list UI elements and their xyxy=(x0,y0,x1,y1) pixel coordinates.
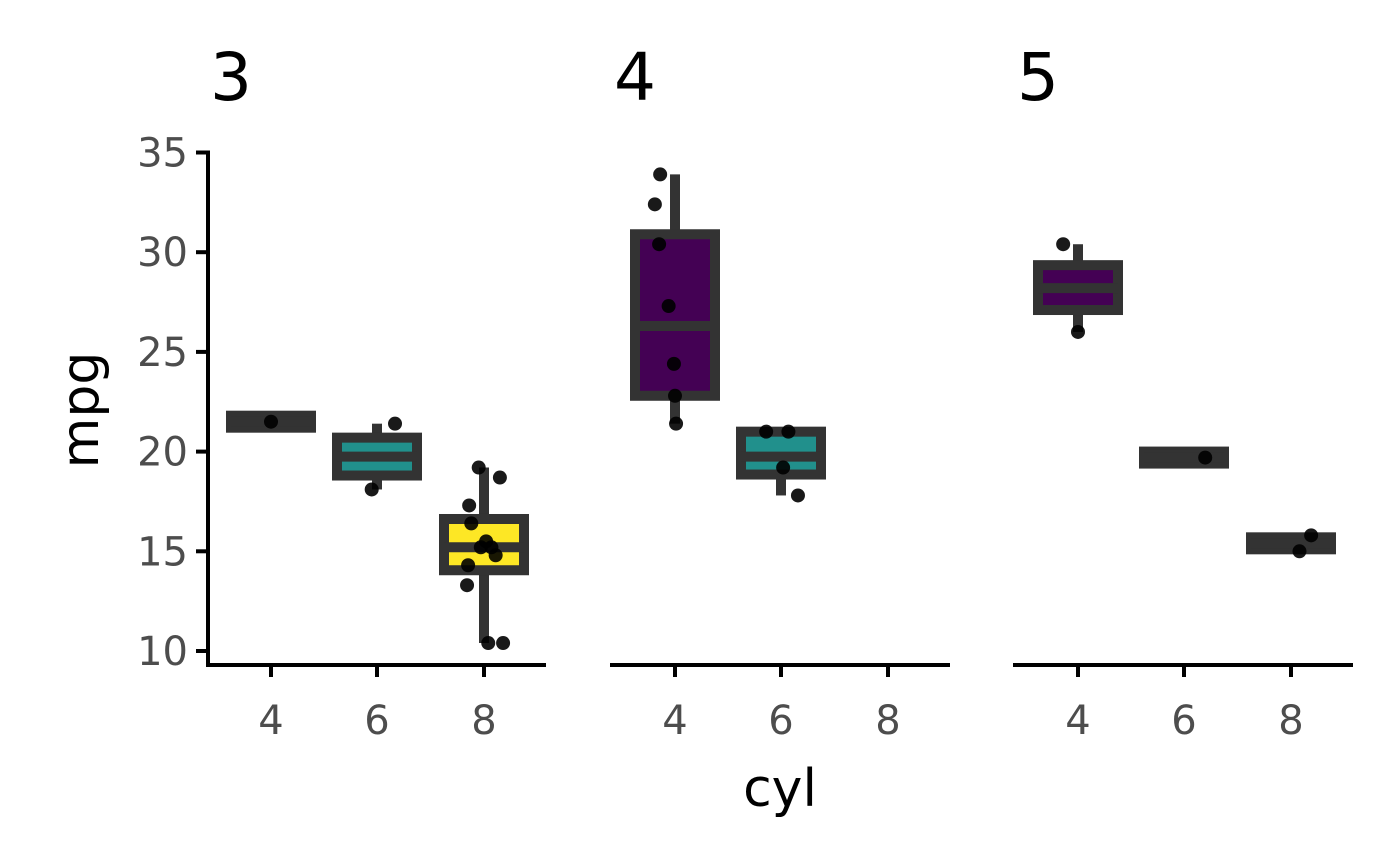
data-point xyxy=(652,237,667,252)
facet-label: 4 xyxy=(614,39,656,116)
data-point xyxy=(669,416,684,431)
data-point xyxy=(790,488,805,503)
x-tick-label: 4 xyxy=(258,698,283,744)
data-point xyxy=(666,356,681,371)
panel-4: 4 4 6 8 xyxy=(610,39,950,744)
x-tick-label: 4 xyxy=(1065,698,1090,744)
box-cyl-4 xyxy=(1033,244,1123,332)
x-tick-label: 6 xyxy=(768,698,793,744)
data-point xyxy=(661,299,676,314)
data-point xyxy=(1071,324,1085,339)
data-point xyxy=(776,460,791,475)
x-axis-title: cyl xyxy=(743,759,817,819)
panel-3: 3 4 6 8 10 15 20 25 30 35 xyxy=(137,39,546,744)
data-point xyxy=(481,636,496,651)
data-point xyxy=(1292,544,1307,559)
box-cyl-8 xyxy=(1246,532,1336,555)
data-point xyxy=(1198,450,1213,465)
box-cyl-8 xyxy=(439,467,529,644)
data-point xyxy=(488,548,503,563)
data-point xyxy=(461,558,476,573)
data-point xyxy=(496,636,511,651)
data-point xyxy=(264,414,278,429)
data-point xyxy=(460,578,475,593)
y-tick-label: 35 xyxy=(137,131,188,177)
facet-label: 5 xyxy=(1017,39,1059,116)
panel-5: 5 4 6 8 xyxy=(1013,39,1353,744)
x-tick-label: 8 xyxy=(875,698,900,744)
data-point xyxy=(364,482,379,497)
box-body xyxy=(630,229,720,401)
y-tick-label: 25 xyxy=(137,330,188,376)
y-tick-label: 20 xyxy=(137,430,188,476)
x-tick-label: 8 xyxy=(1278,698,1303,744)
data-point xyxy=(471,460,486,475)
x-tick-label: 8 xyxy=(471,698,496,744)
data-point xyxy=(759,424,774,439)
data-point xyxy=(668,388,682,403)
data-point xyxy=(647,197,662,212)
x-tick-label: 6 xyxy=(364,698,389,744)
data-point xyxy=(464,516,479,531)
data-point xyxy=(781,424,796,439)
facet-label: 3 xyxy=(210,39,252,116)
y-tick-label: 30 xyxy=(137,230,188,276)
data-point xyxy=(388,416,403,431)
x-tick-label: 6 xyxy=(1171,698,1196,744)
data-point xyxy=(462,498,477,513)
data-point xyxy=(473,540,488,555)
data-point xyxy=(1056,237,1071,252)
box-cyl-4 xyxy=(630,174,720,424)
y-tick-label: 10 xyxy=(137,629,188,675)
y-tick-label: 15 xyxy=(137,529,188,575)
x-tick-label: 4 xyxy=(662,698,687,744)
data-point xyxy=(1304,528,1319,543)
y-axis-title: mpg xyxy=(51,352,111,469)
panels-group: 3 4 6 8 10 15 20 25 30 35 4 4 6 8 5 4 6 8 xyxy=(137,39,1353,744)
box-cyl-6 xyxy=(332,423,422,490)
data-point xyxy=(653,167,668,182)
data-point xyxy=(492,470,507,485)
